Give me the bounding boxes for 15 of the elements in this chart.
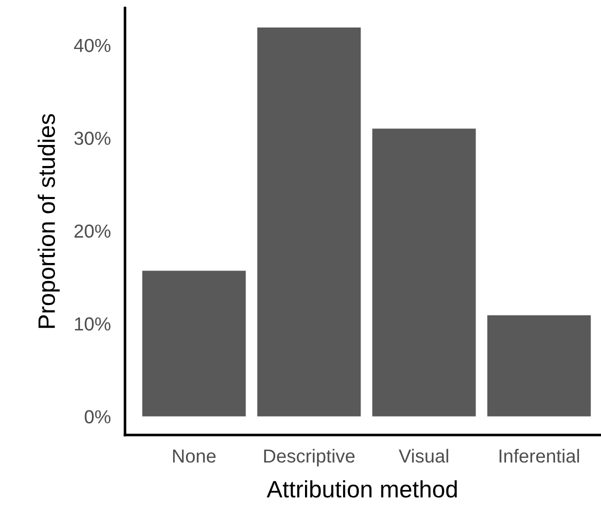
- bar: [487, 315, 591, 416]
- x-tick-label: None: [173, 450, 216, 463]
- bar: [372, 128, 476, 416]
- bar: [257, 27, 361, 416]
- y-axis-title: Proportion of studies: [38, 114, 60, 328]
- y-tick-label: 20%: [74, 224, 110, 238]
- y-tick-label: 10%: [75, 317, 110, 331]
- x-tick-label: Descriptive: [264, 448, 355, 466]
- y-tick-label: 40%: [74, 38, 110, 52]
- y-tick-label: 30%: [74, 132, 110, 145]
- bar: [142, 270, 246, 416]
- y-tick-label: 0%: [84, 410, 110, 424]
- x-tick-label: Inferential: [500, 448, 579, 463]
- x-axis-title: Attribution method: [266, 480, 457, 498]
- x-tick-label: Visual: [398, 448, 448, 463]
